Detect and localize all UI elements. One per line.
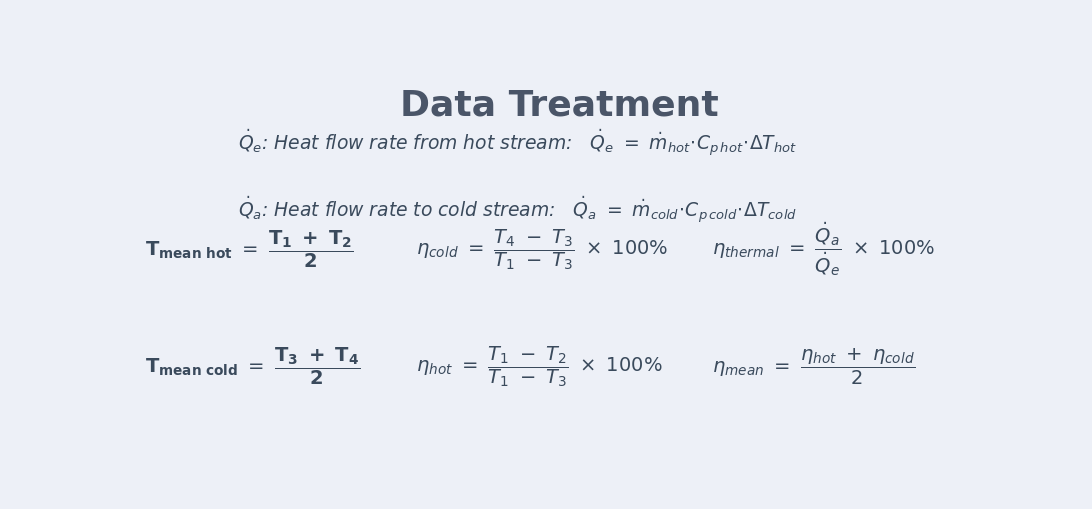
Text: $\dot{Q}_a$: Heat flow rate to cold stream:   $\dot{Q}_a\ =\ \dot{m}_{cold} \!\c: $\dot{Q}_a$: Heat flow rate to cold stre… (238, 194, 797, 225)
Text: $\mathbf{T}_{\mathbf{mean\ cold}}\ =\ \dfrac{\mathbf{T_3\ +\ T_4}}{\mathbf{2}}$: $\mathbf{T}_{\mathbf{mean\ cold}}\ =\ \d… (145, 346, 360, 387)
Text: $\eta_{cold}\ =\ \dfrac{T_4\ -\ T_3}{T_1\ -\ T_3}\ \times\ 100\%$: $\eta_{cold}\ =\ \dfrac{T_4\ -\ T_3}{T_1… (416, 227, 668, 271)
Text: $\eta_{mean}\ =\ \dfrac{\eta_{hot}\ +\ \eta_{cold}}{2}$: $\eta_{mean}\ =\ \dfrac{\eta_{hot}\ +\ \… (712, 347, 915, 387)
Text: $\eta_{hot}\ =\ \dfrac{T_1\ -\ T_2}{T_1\ -\ T_3}\ \times\ 100\%$: $\eta_{hot}\ =\ \dfrac{T_1\ -\ T_2}{T_1\… (416, 345, 662, 389)
Text: $\mathbf{T}_{\mathbf{mean\ hot}}\ =\ \dfrac{\mathbf{T_1\ +\ T_2}}{\mathbf{2}}$: $\mathbf{T}_{\mathbf{mean\ hot}}\ =\ \df… (145, 229, 354, 270)
Text: $\eta_{thermal}\ =\ \dfrac{\dot{Q}_a}{\dot{Q}_e}\ \times\ 100\%$: $\eta_{thermal}\ =\ \dfrac{\dot{Q}_a}{\d… (712, 220, 935, 278)
Text: Data Treatment: Data Treatment (401, 89, 719, 123)
Text: $\dot{Q}_e$: Heat flow rate from hot stream:   $\dot{Q}_e\ =\ \dot{m}_{hot} \!\c: $\dot{Q}_e$: Heat flow rate from hot str… (238, 128, 797, 159)
